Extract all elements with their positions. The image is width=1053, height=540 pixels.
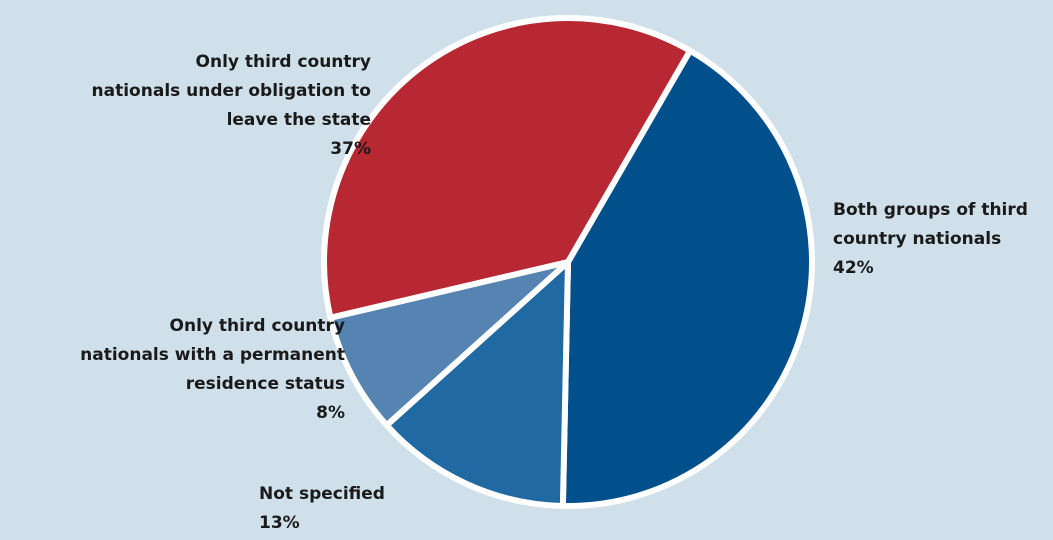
data-label: 8%: [316, 403, 345, 423]
label-line: Not specified: [259, 484, 385, 504]
data-label: 42%: [833, 258, 874, 278]
label-line: residence status: [185, 374, 345, 394]
slice-not-specified: [383, 259, 571, 509]
data-label: 13%: [259, 513, 300, 533]
label-line: leave the state: [226, 110, 371, 130]
label-line: Only third country: [195, 52, 371, 72]
slice-label-both-groups: Both groups of third country nationals 4…: [833, 196, 1028, 283]
slice-obligation-to-leave: [321, 15, 693, 321]
label-line: country nationals: [833, 229, 1002, 249]
label-line: nationals with a permanent: [80, 345, 345, 365]
slice-label-permanent-residence: Only third country nationals with a perm…: [80, 312, 345, 428]
label-line: nationals under obligation to: [91, 81, 371, 101]
slice-label-not-specified: Not specified 13%: [259, 480, 385, 538]
data-label: 37%: [330, 139, 371, 159]
label-line: Only third country: [169, 316, 345, 336]
slice-permanent-residence: [327, 259, 571, 429]
label-line: Both groups of third: [833, 200, 1028, 220]
slice-label-obligation-to-leave: Only third country nationals under oblig…: [92, 48, 371, 164]
